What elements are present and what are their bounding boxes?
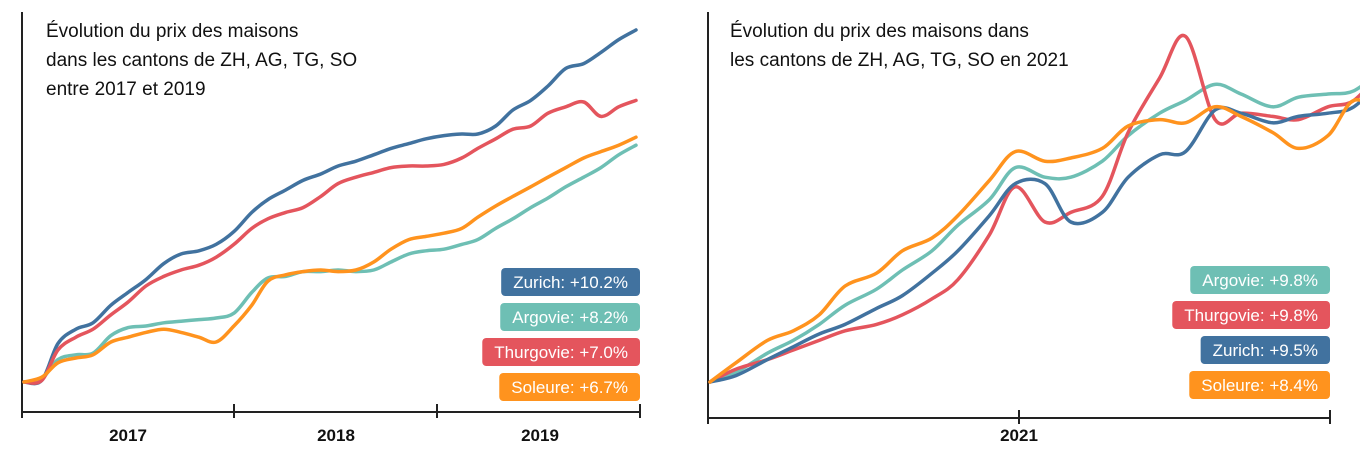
legend-badge-thurgovie: Thurgovie: +7.0%: [482, 338, 640, 366]
legend-label: Argovie: +8.2%: [512, 308, 628, 327]
legend-badge-bg: [500, 303, 640, 331]
left-series-lines: [22, 28, 638, 386]
legend-badge-argovie: Argovie: +8.2%: [500, 303, 640, 331]
series-line-argovie: [708, 82, 1360, 384]
x-tick-label-2018: 2018: [317, 426, 355, 445]
right-x-ticks: 2021: [707, 410, 1331, 445]
right-title-line-2: les cantons de ZH, AG, TG, SO en 2021: [730, 50, 1069, 71]
series-line-thurgovie: [22, 98, 638, 385]
x-tick-label-2017: 2017: [109, 426, 147, 445]
x-tick-label-2019: 2019: [521, 426, 559, 445]
left-x-ticks: 2017 2018 2019: [21, 404, 641, 445]
x-tick-label-2021: 2021: [1000, 426, 1038, 445]
legend-badge-argovie: Argovie: +9.8%: [1190, 266, 1330, 294]
legend-badge-bg: [482, 338, 640, 366]
left-title-line-1: Évolution du prix des maisons: [46, 21, 298, 42]
series-line-zurich: [22, 28, 638, 386]
legend-label: Zurich: +9.5%: [1213, 341, 1318, 360]
legend-badge-zurich: Zurich: +9.5%: [1200, 336, 1330, 364]
legend-label: Soleure: +8.4%: [1201, 376, 1318, 395]
legend-badge-bg: [1200, 336, 1330, 364]
legend-badge-soleure: Soleure: +6.7%: [499, 373, 640, 401]
right-series-lines: [708, 33, 1360, 384]
legend-badge-bg: [501, 268, 640, 296]
series-line-soleure: [708, 98, 1360, 384]
legend-badge-thurgovie: Thurgovie: +9.8%: [1172, 301, 1330, 329]
legend-badge-zurich: Zurich: +10.2%: [501, 268, 640, 296]
legend-label: Argovie: +9.8%: [1202, 271, 1318, 290]
legend-badge-bg: [1172, 301, 1330, 329]
series-line-thurgovie: [708, 33, 1360, 384]
legend-badge-bg: [1190, 266, 1330, 294]
legend-badge-soleure: Soleure: +8.4%: [1189, 371, 1330, 399]
legend-badge-bg: [499, 373, 640, 401]
right-title-line-1: Évolution du prix des maisons dans: [730, 21, 1029, 42]
chart-left: Évolution du prix des maisons dans les c…: [21, 12, 641, 445]
series-line-soleure: [22, 135, 638, 384]
left-title-line-3: entre 2017 et 2019: [46, 79, 206, 100]
legend-label: Soleure: +6.7%: [511, 378, 628, 397]
legend-label: Thurgovie: +9.8%: [1184, 306, 1318, 325]
left-legend: Zurich: +10.2% Argovie: +8.2% Thurgovie: +…: [482, 268, 640, 401]
legend-badge-bg: [1189, 371, 1330, 399]
legend-label: Zurich: +10.2%: [513, 273, 628, 292]
series-line-zurich: [708, 99, 1360, 384]
right-legend: Argovie: +9.8% Thurgovie: +9.8% Zurich: +9…: [1172, 266, 1330, 399]
left-title-line-2: dans les cantons de ZH, AG, TG, SO: [46, 50, 357, 71]
chart-right: Évolution du prix des maisons dans les c…: [707, 12, 1360, 445]
legend-label: Thurgovie: +7.0%: [494, 343, 628, 362]
